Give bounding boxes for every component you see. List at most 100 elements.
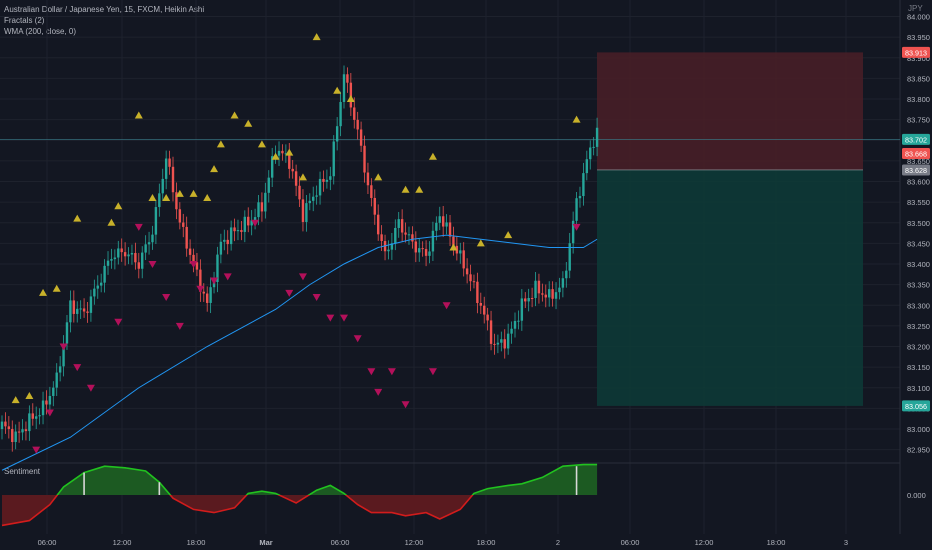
- fractal-down-marker: [210, 277, 219, 285]
- candle-body: [575, 198, 578, 221]
- fractal-up-marker: [210, 165, 219, 173]
- candle-body: [76, 308, 79, 314]
- candle-body: [517, 320, 520, 322]
- candle-body: [312, 196, 315, 201]
- candle-body: [418, 248, 421, 253]
- fractal-down-marker: [134, 223, 143, 231]
- candle-body: [288, 153, 291, 169]
- candle-body: [178, 209, 182, 223]
- price-axis-label: 83.350: [907, 281, 930, 290]
- price-tag: [902, 133, 930, 145]
- time-axis-label: 12:00: [695, 538, 714, 547]
- candle-body: [551, 289, 554, 299]
- candle-body: [318, 178, 322, 196]
- price-axis-label: 83.800: [907, 95, 930, 104]
- candle-body: [489, 320, 493, 344]
- candle-body: [377, 214, 380, 235]
- candle-body: [195, 262, 199, 270]
- fractal-up-marker: [374, 173, 383, 181]
- candle-body: [445, 222, 448, 227]
- candle-body: [561, 278, 565, 288]
- price-tag: [902, 164, 930, 176]
- candle-body: [151, 234, 154, 243]
- currency-label: JPY: [908, 4, 923, 13]
- time-axis-label: 18:00: [187, 538, 206, 547]
- fractal-up-marker: [572, 115, 581, 123]
- candle-body: [548, 289, 551, 298]
- take-profit-zone: [597, 169, 863, 406]
- price-axis-label: 83.500: [907, 219, 930, 228]
- candle-body: [342, 74, 346, 102]
- candle-body: [462, 250, 465, 269]
- candle-body: [192, 254, 195, 263]
- candle-body: [421, 248, 424, 250]
- candle-body: [469, 274, 472, 282]
- fractal-up-marker: [189, 189, 198, 197]
- candle-body: [441, 216, 445, 227]
- candle-body: [394, 227, 397, 244]
- time-axis-label: 06:00: [621, 538, 640, 547]
- fractal-up-marker: [285, 148, 294, 156]
- candle-body: [212, 281, 216, 288]
- candle-body: [264, 192, 267, 212]
- fractal-down-marker: [32, 446, 41, 454]
- candle-body: [520, 298, 524, 321]
- candle-body: [7, 426, 11, 430]
- candle-body: [69, 300, 72, 323]
- candle-body: [534, 280, 537, 299]
- candle-body: [38, 415, 41, 417]
- candle-body: [21, 429, 24, 433]
- candle-body: [253, 217, 257, 221]
- candle-body: [96, 285, 99, 289]
- legend-symbol[interactable]: Australian Dollar / Japanese Yen, 15, FX…: [4, 5, 205, 14]
- fractal-up-marker: [257, 140, 266, 148]
- candle-body: [17, 431, 21, 433]
- sentiment-label[interactable]: Sentiment: [4, 467, 41, 476]
- candle-body: [397, 219, 400, 228]
- candle-body: [353, 107, 356, 120]
- candle-body: [0, 421, 4, 429]
- candle-body: [99, 282, 103, 286]
- price-tag-label: 83.702: [905, 135, 927, 144]
- candle-body: [168, 158, 171, 167]
- fractal-down-marker: [148, 261, 157, 268]
- time-axis-label: 06:00: [331, 538, 350, 547]
- legend-wma[interactable]: WMA (200, close, 0): [4, 27, 77, 36]
- candle-body: [472, 281, 476, 283]
- fractal-down-marker: [251, 219, 260, 227]
- candle-body: [513, 320, 517, 329]
- price-tag: [902, 46, 930, 58]
- fractal-up-marker: [428, 152, 437, 160]
- candle-body: [106, 260, 110, 266]
- candle-body: [182, 222, 185, 227]
- fractal-up-marker: [25, 392, 34, 399]
- candle-body: [571, 220, 575, 244]
- candle-body: [308, 200, 311, 204]
- candle-body: [366, 172, 370, 186]
- candle-body: [127, 254, 130, 257]
- candle-body: [380, 234, 383, 242]
- candle-body: [82, 308, 86, 312]
- price-tag-label: 83.628: [905, 166, 927, 175]
- price-tag: [902, 147, 930, 159]
- fractal-up-marker: [230, 111, 239, 119]
- candle-body: [58, 366, 62, 373]
- price-axis-label: 83.900: [907, 54, 930, 63]
- fractal-up-marker: [134, 111, 143, 119]
- fractal-up-marker: [52, 284, 61, 292]
- fractal-down-marker: [572, 223, 581, 231]
- candle-body: [103, 265, 106, 283]
- candle-body: [322, 178, 325, 182]
- candle-body: [270, 156, 274, 178]
- candle-body: [503, 339, 506, 349]
- legend-fractals[interactable]: Fractals (2): [4, 16, 45, 25]
- fractal-up-marker: [11, 396, 20, 404]
- candle-body: [223, 239, 226, 242]
- sentiment-fill-negative: [2, 495, 598, 526]
- candle-body: [554, 292, 558, 299]
- candle-body: [373, 197, 376, 215]
- fractal-down-marker: [442, 302, 451, 310]
- candle-body: [243, 216, 247, 232]
- candle-body: [335, 126, 339, 142]
